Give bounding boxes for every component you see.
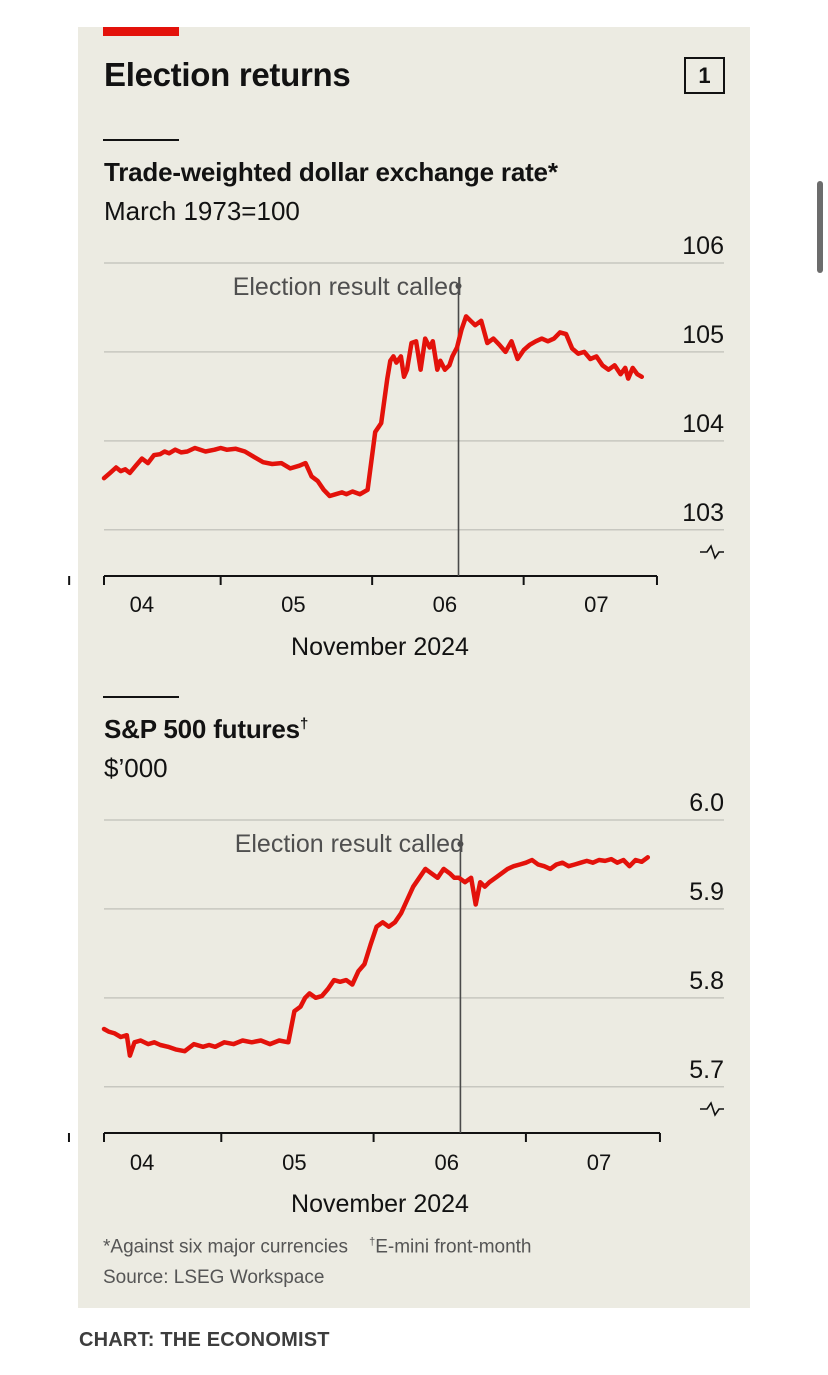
election-annotation: Election result called [233,273,462,301]
y-tick-label: 5.8 [689,967,724,995]
x-tick-label: 05 [282,1150,306,1175]
x-tick-label: 07 [584,592,608,617]
figure-title: Election returns [104,56,351,93]
x-tick-label: 04 [130,592,154,617]
y-tick-label: 5.7 [689,1056,724,1084]
footnotes: *Against six major currencies †E-mini fr… [103,1236,532,1258]
chart-1-title: Trade-weighted dollar exchange rate* [104,157,558,187]
y-tick-label: 106 [682,232,724,260]
chart-2-subtitle: $’000 [104,753,168,783]
election-marker-dot [457,841,464,847]
section-rule-2 [103,696,179,698]
election-marker-dot [455,283,462,289]
section-rule-1 [103,139,179,141]
axis-break-icon [700,1101,724,1117]
series-line [101,314,645,499]
chart-credit: CHART: THE ECONOMIST [79,1329,330,1351]
dollar-index-chart: 103 104 105 106 04 05 06 07 November 2024 Electio… [68,232,724,661]
sp500-futures-chart: 5.7 5.8 5.9 6.0 04 05 06 07 November 2024 Electio… [67,789,724,1218]
figure-number-badge: 1 [684,57,725,94]
x-axis-label: November 2024 [291,1190,469,1218]
source-note: Source: LSEG Workspace [103,1267,325,1288]
series-line [101,855,651,1058]
y-tick-label: 105 [682,321,724,349]
election-annotation: Election result called [235,830,464,858]
chart-2-title: S&P 500 futures† [104,714,309,744]
y-tick-label: 6.0 [689,789,724,817]
brand-red-bar [103,27,179,36]
y-tick-label: 104 [682,410,724,438]
x-tick-label: 07 [587,1150,611,1175]
chart-card [78,27,750,1308]
y-tick-label: 103 [682,499,724,527]
x-tick-label: 04 [130,1150,154,1175]
scrollbar-thumb[interactable] [817,181,823,273]
y-tick-label: 5.9 [689,878,724,906]
x-tick-label: 05 [281,592,305,617]
chart-1-subtitle: March 1973=100 [104,196,300,226]
x-tick-label: 06 [433,592,457,617]
x-axis-label: November 2024 [291,633,469,661]
x-tick-label: 06 [434,1150,458,1175]
axis-break-icon [700,544,724,560]
